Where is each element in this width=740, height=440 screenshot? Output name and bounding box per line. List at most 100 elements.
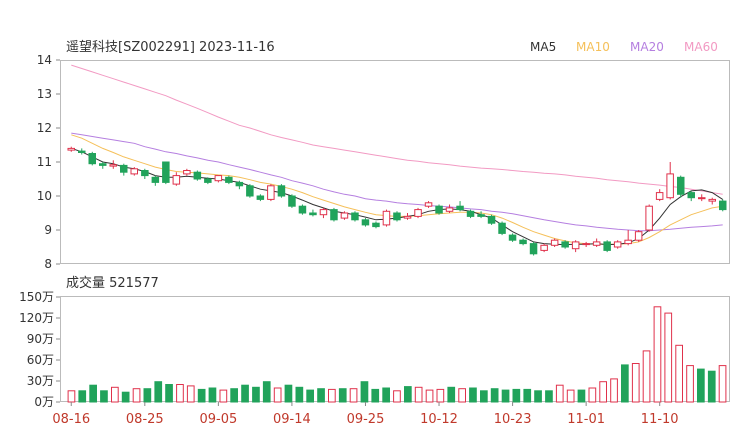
volume-bar-down (78, 390, 87, 403)
price-y-tick-label: 12 (37, 121, 52, 135)
price-plot-frame (60, 60, 730, 264)
volume-bar-down (197, 388, 206, 403)
candle-down (162, 161, 170, 183)
candle-up (183, 170, 191, 175)
candle-down (141, 170, 149, 177)
price-y-tick-label: 10 (37, 189, 52, 203)
candlesticks (67, 146, 727, 256)
price-y-tick-label: 11 (37, 155, 52, 169)
candle-down (361, 219, 370, 226)
candle-up (67, 147, 75, 151)
candle-down (603, 241, 611, 251)
volume-bar-up (176, 384, 184, 403)
candle-down (246, 185, 254, 197)
ma10-line (71, 134, 723, 245)
x-tick-label: 11-10 (641, 412, 679, 427)
candle-up (666, 173, 674, 199)
volume-bar-up (436, 388, 445, 403)
volume-bar-up (718, 365, 727, 403)
candle-up (655, 192, 664, 200)
price-y-axis: 14 13 12 11 10 9 8 (37, 53, 60, 271)
volume-bar-down (208, 387, 217, 403)
candle-down (78, 150, 86, 154)
x-tick-label: 11-01 (567, 412, 605, 427)
volume-bar-down (262, 381, 271, 403)
volume-bar-down (121, 391, 130, 403)
candle-up (550, 239, 559, 246)
ma60-line (71, 64, 723, 195)
volume-bar-down (480, 390, 488, 403)
volume-y-tick-label: 30万 (27, 374, 54, 388)
volume-y-tick-label: 120万 (19, 311, 54, 325)
candle-up (540, 244, 548, 251)
volume-bar-down (404, 386, 412, 403)
x-tick-label: 09-25 (347, 412, 385, 427)
candle-down (435, 205, 443, 214)
candle-down (529, 243, 538, 255)
volume-bar-down (371, 388, 380, 403)
candle-down (719, 200, 727, 211)
volume-bar-down (707, 370, 716, 403)
candle-up (172, 175, 181, 185)
volume-bar-down (338, 388, 347, 403)
candle-up (698, 197, 706, 200)
price-chart-title: 遥望科技[SZ002291] 2023-11-16 (66, 39, 275, 55)
volume-bar-up (642, 350, 651, 403)
legend: MA5 MA10 MA20 MA60 (530, 40, 718, 54)
candle-down (466, 210, 475, 217)
volume-bar-up (349, 388, 358, 403)
volume-bar-down (143, 388, 152, 403)
candle-down (498, 222, 506, 234)
candle-up (613, 241, 622, 248)
candle-down (477, 214, 485, 217)
volume-bar-down (523, 388, 532, 403)
candle-down (351, 212, 359, 221)
volume-bar-down (241, 384, 249, 403)
volume-bar-up (393, 390, 401, 403)
candle-up (340, 212, 349, 219)
candle-down (277, 185, 286, 197)
x-tick-label: 08-25 (126, 412, 164, 427)
x-tick-label: 09-05 (199, 412, 237, 427)
volume-y-tick-label: 60万 (27, 353, 54, 367)
volume-bar-up (186, 385, 195, 403)
volume-bar-down (360, 381, 369, 403)
ma20-line (71, 132, 723, 232)
volume-bar-up (425, 389, 434, 403)
candle-down (309, 212, 317, 216)
candle-down (487, 215, 496, 224)
candle-up (424, 202, 433, 207)
volume-bar-down (89, 384, 98, 403)
candle-down (225, 176, 233, 183)
price-panel: 遥望科技[SZ002291] 2023-11-16 MA5 MA10 MA20 … (37, 39, 730, 271)
candle-down (456, 205, 464, 211)
volume-bar-down (154, 381, 163, 403)
candle-up (571, 241, 580, 250)
volume-bar-down (284, 384, 293, 403)
volume-bar-down (534, 390, 542, 403)
price-y-tick-label: 8 (44, 257, 52, 271)
candle-down (256, 195, 265, 200)
candle-down (120, 164, 128, 173)
volume-bar-up (599, 381, 607, 403)
volume-bar-up (273, 387, 282, 403)
candle-up (267, 185, 275, 200)
volume-bar-down (165, 384, 173, 403)
candle-down (519, 239, 527, 245)
candle-up (634, 231, 643, 241)
candle-down (561, 241, 569, 248)
candle-down (193, 171, 202, 180)
price-y-tick-label: 9 (44, 223, 52, 237)
volume-bar-up (111, 386, 119, 403)
volume-bar-up (588, 387, 597, 403)
candle-up (382, 210, 391, 226)
candle-down (235, 181, 244, 187)
x-tick-label: 08-16 (52, 412, 90, 427)
volume-bar-up (664, 312, 673, 403)
legend-ma20: MA20 (630, 40, 664, 54)
volume-bar-up (67, 390, 76, 403)
volume-bar-up (566, 389, 575, 403)
candle-up (708, 198, 716, 202)
volume-y-tick-label: 0万 (34, 395, 54, 409)
candle-up (592, 241, 601, 246)
